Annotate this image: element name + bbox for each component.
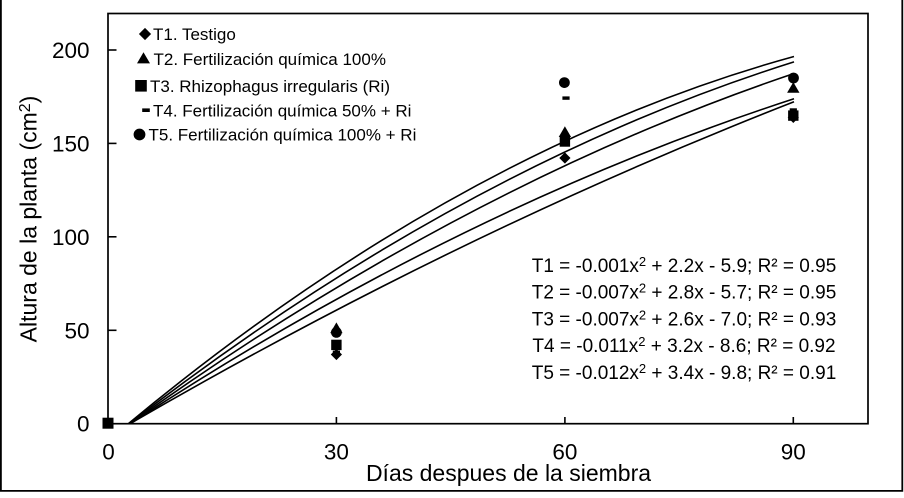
svg-text:Días despues de la siembra: Días despues de la siembra xyxy=(366,460,651,486)
svg-text:150: 150 xyxy=(52,131,90,156)
svg-text:30: 30 xyxy=(324,439,349,464)
svg-text:T3 = -0.007x2 + 2.6x - 7.0; R²: T3 = -0.007x2 + 2.6x - 7.0; R² = 0.93 xyxy=(532,307,837,330)
svg-text:T4. Fertilización química 50%: T4. Fertilización química 50% + Ri xyxy=(153,101,411,120)
svg-text:0: 0 xyxy=(77,412,90,437)
svg-text:90: 90 xyxy=(781,439,806,464)
svg-text:T2 = -0.007x2 + 2.8x - 5.7; R²: T2 = -0.007x2 + 2.8x - 5.7; R² = 0.95 xyxy=(532,281,837,304)
svg-text:Altura de la planta (cm2): Altura de la planta (cm2) xyxy=(16,96,42,343)
svg-text:60: 60 xyxy=(552,439,577,464)
svg-text:50: 50 xyxy=(64,318,89,343)
svg-text:T5. Fertilización química 100%: T5. Fertilización química 100% + Ri xyxy=(149,126,417,145)
svg-text:200: 200 xyxy=(52,38,90,63)
svg-text:T5 = -0.012x2 + 3.4x - 9.8; R²: T5 = -0.012x2 + 3.4x - 9.8; R² = 0.91 xyxy=(532,361,837,384)
svg-text:T3. Rhizophagus irregularis (R: T3. Rhizophagus irregularis (Ri) xyxy=(150,77,390,96)
svg-text:0: 0 xyxy=(102,439,115,464)
svg-text:T1. Testigo: T1. Testigo xyxy=(153,25,236,44)
svg-text:100: 100 xyxy=(52,225,90,250)
svg-text:T2. Fertilización química 100%: T2. Fertilización química 100% xyxy=(154,50,386,69)
svg-text:T4 = -0.011x2 + 3.2x - 8.6; R²: T4 = -0.011x2 + 3.2x - 8.6; R² = 0.92 xyxy=(532,334,835,357)
svg-text:T1 = -0.001x2 + 2.2x - 5.9; R²: T1 = -0.001x2 + 2.2x - 5.9; R² = 0.95 xyxy=(532,254,837,277)
